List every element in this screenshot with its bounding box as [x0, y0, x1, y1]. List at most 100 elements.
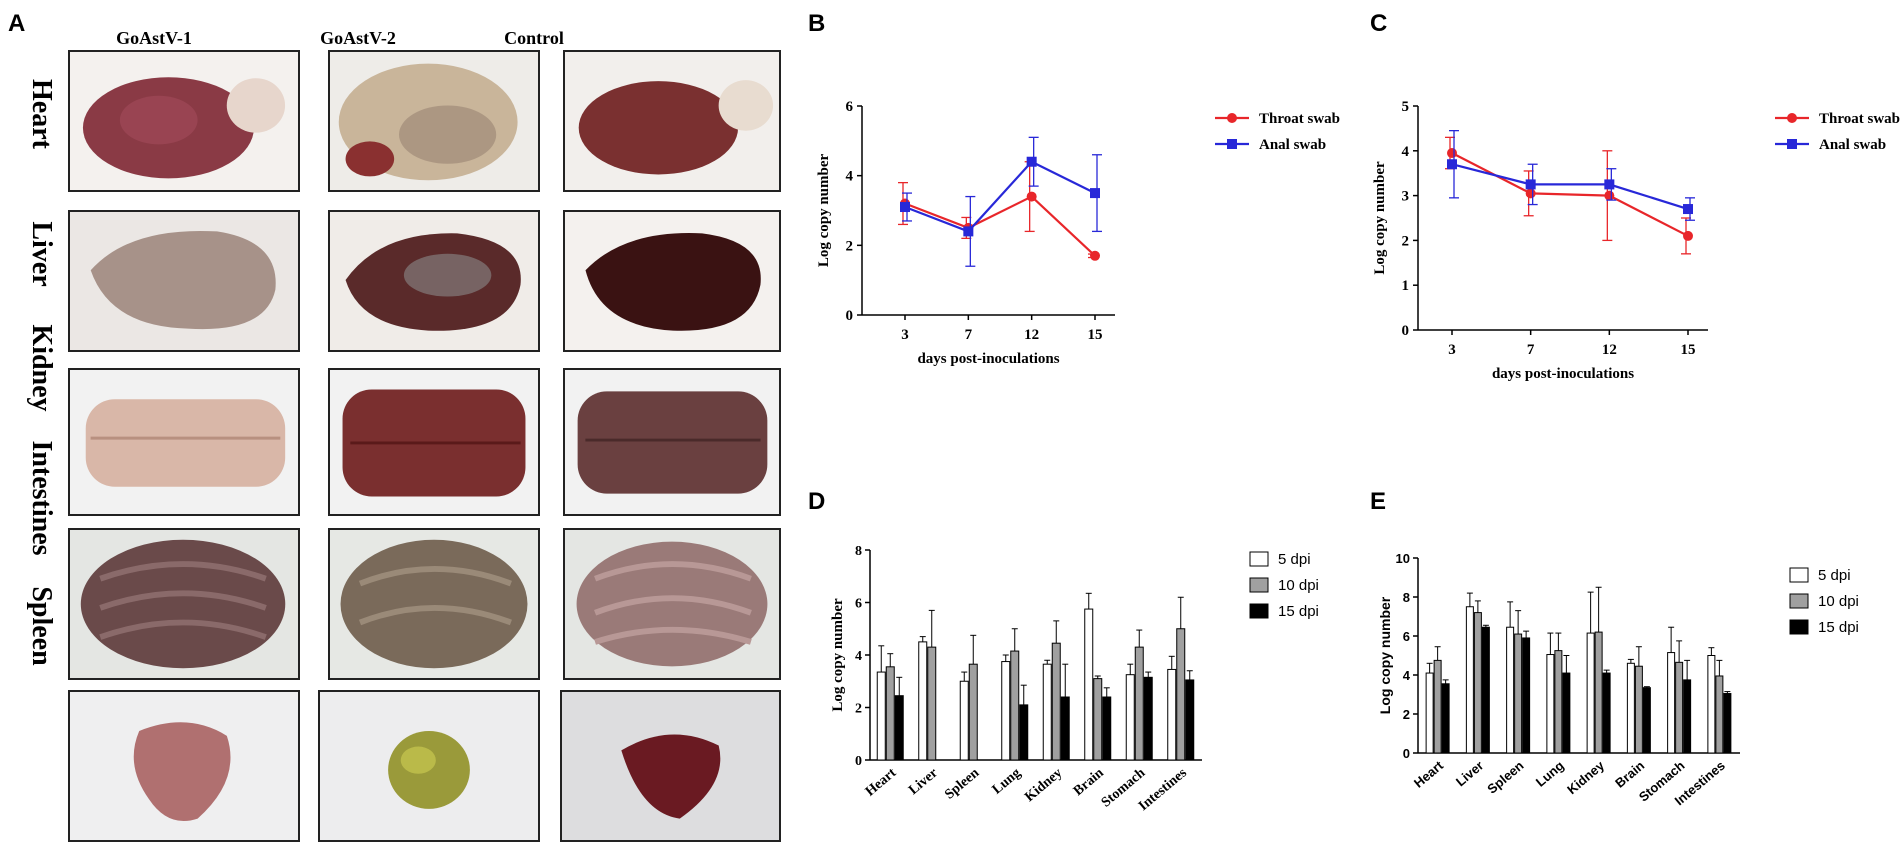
photo-spleen-goastv1: [68, 690, 300, 842]
x-tick-label: Heart: [863, 765, 900, 799]
bar: [1667, 652, 1676, 754]
column-header-goastv2: GoAstV-2: [320, 28, 396, 48]
legend-swatch: [1249, 603, 1269, 619]
y-tick-label: 6: [1403, 629, 1410, 644]
bar: [1723, 693, 1732, 754]
legend-label: 10 dpi: [1818, 593, 1859, 610]
y-tick-label: 10: [1396, 551, 1410, 566]
data-point: [963, 226, 974, 237]
series-line: [1451, 163, 1689, 211]
bar: [1594, 631, 1603, 754]
bar: [1554, 650, 1563, 754]
bar: [1473, 612, 1482, 754]
column-header-goastv1: GoAstV-1: [116, 28, 192, 48]
y-tick-label: 1: [1402, 278, 1410, 294]
data-point: [1525, 179, 1536, 190]
y-tick-label: 6: [855, 597, 862, 612]
legend-swatch: [1789, 567, 1809, 583]
bar-chart-d: 0 2 4 6 8 Log copy number Heart Liver Spleen Lung…: [830, 544, 1319, 814]
panel-letter-c: C: [1370, 10, 1388, 37]
bar: [876, 671, 886, 761]
legend-label: Throat swab: [1259, 111, 1340, 127]
column-header-control: Control: [504, 28, 564, 48]
bar: [1176, 628, 1186, 761]
y-axis-label: Log copy number: [830, 598, 846, 712]
x-axis-label: days post-inoculations: [917, 351, 1059, 367]
legend-marker: [1227, 113, 1237, 123]
panel-letter-b: B: [808, 10, 826, 37]
bar: [1010, 650, 1020, 761]
bar: [1683, 679, 1692, 754]
bar: [1441, 683, 1450, 754]
row-label-spleen: Spleen: [26, 586, 57, 666]
data-point: [1447, 159, 1457, 170]
x-tick-label: Spleen: [942, 765, 982, 802]
legend-marker: [1787, 139, 1797, 149]
row-label-liver: Liver: [26, 221, 57, 287]
bar: [1125, 674, 1135, 761]
legend-swatch: [1789, 593, 1809, 609]
series-line: [1451, 152, 1689, 237]
legend-label: 15 dpi: [1818, 619, 1859, 636]
bar: [927, 646, 937, 761]
legend-swatch: [1249, 551, 1269, 567]
photo-liver-goastv2: [328, 210, 540, 352]
legend-label: 5 dpi: [1818, 567, 1851, 584]
photo-heart-control: [563, 50, 781, 192]
bar: [1626, 662, 1635, 754]
bar: [1143, 676, 1153, 761]
bar: [1102, 696, 1112, 761]
legend-swatch: [1249, 577, 1269, 593]
legend-label: 15 dpi: [1278, 603, 1319, 620]
data-point: [1090, 188, 1100, 199]
x-tick-label: Brain: [1612, 758, 1647, 791]
line-chart-b: 0 2 4 6 3 7 12 15 days post-inoculations Log copy…: [816, 99, 1340, 367]
x-tick-label: 12: [1024, 327, 1039, 343]
bar: [1715, 675, 1724, 754]
legend-swatch: [1789, 619, 1809, 635]
data-point: [1525, 188, 1536, 199]
bar: [1084, 608, 1094, 761]
row-label-intestines: Intestines: [26, 440, 57, 556]
photo-kidney-goastv2: [328, 368, 540, 516]
y-tick-label: 4: [1402, 144, 1410, 160]
legend-marker: [1227, 139, 1237, 149]
bar: [1019, 704, 1029, 761]
photo-kidney-goastv1: [68, 368, 300, 516]
x-tick-label: 7: [965, 327, 973, 343]
bar: [1134, 646, 1144, 761]
bar: [1546, 654, 1555, 754]
y-tick-label: 6: [846, 99, 854, 115]
x-tick-label: Heart: [1411, 757, 1447, 790]
y-tick-label: 2: [1402, 233, 1410, 249]
data-point: [1604, 190, 1615, 201]
y-tick-label: 2: [855, 702, 862, 717]
x-tick-label: Lung: [990, 766, 1024, 798]
panel-letter-e: E: [1370, 488, 1387, 515]
data-point: [1026, 191, 1037, 202]
y-tick-label: 2: [846, 238, 854, 254]
x-axis-label: days post-inoculations: [1492, 366, 1634, 382]
bar: [1514, 633, 1523, 754]
photo-spleen-control: [560, 690, 781, 842]
legend-label: Throat swab: [1819, 111, 1900, 127]
legend-label: 10 dpi: [1278, 577, 1319, 594]
x-tick-label: 12: [1602, 342, 1617, 358]
data-point: [1447, 148, 1457, 159]
legend-label: 5 dpi: [1278, 551, 1311, 568]
y-tick-label: 8: [1403, 590, 1410, 605]
bar: [1093, 678, 1103, 761]
bar: [1586, 632, 1595, 754]
photo-intestines-control: [563, 528, 781, 680]
bar: [894, 695, 904, 761]
photo-liver-goastv1: [68, 210, 300, 352]
photo-intestines-goastv1: [68, 528, 300, 680]
photo-heart-goastv2: [328, 50, 540, 192]
row-label-kidney: Kidney: [26, 324, 57, 412]
x-tick-label: Kidney: [1564, 757, 1607, 797]
row-label-heart: Heart: [26, 79, 57, 149]
x-tick-label: 15: [1088, 327, 1103, 343]
y-tick-label: 8: [855, 544, 862, 559]
y-tick-label: 5: [1402, 99, 1410, 115]
